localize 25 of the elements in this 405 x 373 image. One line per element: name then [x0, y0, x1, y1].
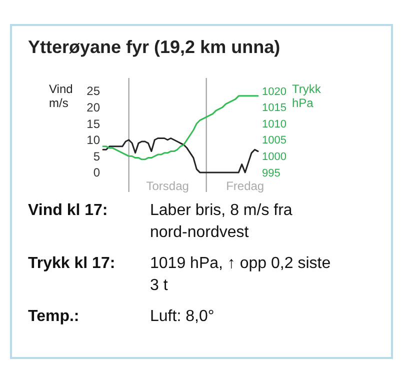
y-tick-label: 25	[86, 84, 100, 98]
y-tick-label: 5	[93, 149, 100, 164]
line-series	[102, 95, 259, 160]
y-tick-label: 20	[86, 100, 100, 115]
text: Luft: 8,0°	[150, 308, 214, 325]
chart-title: Ytterøyane fyr (19,2 km unna)	[28, 37, 280, 57]
text: Trykk kl 17:	[28, 254, 116, 274]
line-series	[102, 138, 259, 174]
y2-tick-label: 1005	[262, 134, 286, 147]
y2-tick-label: 1015	[262, 102, 286, 114]
y-tick-label: 0	[93, 166, 100, 180]
y2-tick-label: 1000	[262, 151, 286, 164]
x-tick-label: Torsdag	[146, 179, 189, 193]
y-axis-title: Vind m/s	[49, 82, 73, 110]
y2-tick-label: 1010	[262, 118, 286, 130]
text: Temp.:	[28, 307, 80, 327]
y2-tick-label: 1020	[262, 86, 286, 98]
y2-axis-title: Trykk hPa	[292, 82, 322, 110]
text: Laber bris, 8 m/s fra nord-nordvest	[150, 202, 292, 241]
y-tick-label: 15	[86, 116, 100, 131]
y-tick-label: 10	[86, 133, 100, 148]
text: Vind kl 17:	[28, 201, 109, 221]
y2-tick-label: 995	[262, 167, 280, 180]
text: 1019 hPa, ↑ opp 0,2 siste 3 t	[150, 255, 331, 294]
x-tick-label: Fredag	[226, 179, 264, 193]
